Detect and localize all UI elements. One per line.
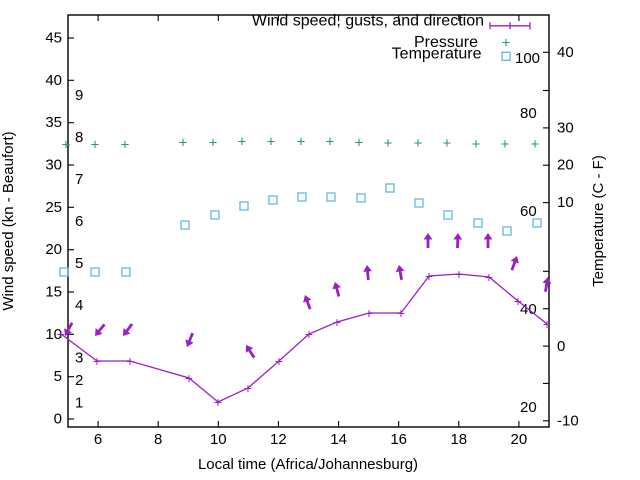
svg-text:Wind speed (kn - Beaufort): Wind speed (kn - Beaufort) (0, 131, 17, 310)
svg-text:1: 1 (75, 395, 83, 412)
svg-text:20: 20 (557, 157, 574, 174)
svg-text:+: + (326, 134, 335, 151)
svg-text:+: + (57, 326, 65, 342)
svg-text:6: 6 (75, 213, 83, 230)
svg-text:+: + (455, 266, 463, 282)
svg-text:+: + (275, 353, 283, 369)
svg-text:40: 40 (557, 44, 574, 61)
svg-text:+: + (179, 135, 188, 152)
svg-text:25: 25 (45, 199, 62, 216)
svg-text:+: + (209, 135, 218, 152)
svg-text:80: 80 (520, 105, 537, 122)
svg-text:+: + (333, 314, 341, 330)
svg-text:+: + (62, 137, 71, 154)
svg-text:14: 14 (330, 431, 347, 448)
svg-text:Temperature (C - F): Temperature (C - F) (590, 155, 607, 287)
svg-text:+: + (425, 268, 433, 284)
svg-text:Wind speed, gusts, and directi: Wind speed, gusts, and direction (252, 13, 484, 30)
svg-text:+: + (543, 316, 551, 332)
svg-text:8: 8 (154, 431, 162, 448)
svg-text:45: 45 (45, 30, 62, 47)
svg-text:0: 0 (54, 411, 62, 428)
svg-text:100: 100 (515, 50, 540, 67)
svg-text:-10: -10 (557, 412, 579, 429)
svg-text:+: + (91, 137, 100, 154)
svg-text:30: 30 (557, 119, 574, 136)
svg-text:+: + (531, 136, 540, 153)
svg-text:15: 15 (45, 284, 62, 301)
svg-text:5: 5 (75, 255, 83, 272)
svg-text:30: 30 (45, 157, 62, 174)
svg-text:Local time (Africa/Johannesbur: Local time (Africa/Johannesburg) (198, 456, 418, 473)
svg-text:18: 18 (450, 431, 467, 448)
svg-text:16: 16 (390, 431, 407, 448)
svg-text:0: 0 (557, 338, 565, 355)
svg-text:+: + (414, 135, 423, 152)
svg-text:+: + (244, 380, 252, 396)
svg-text:20: 20 (520, 399, 537, 416)
svg-text:+: + (297, 134, 306, 151)
svg-text:20: 20 (45, 241, 62, 258)
svg-text:+: + (305, 326, 313, 342)
svg-text:+: + (443, 135, 452, 152)
svg-text:6: 6 (94, 431, 102, 448)
svg-text:7: 7 (75, 171, 83, 188)
svg-text:12: 12 (270, 431, 287, 448)
svg-text:10: 10 (210, 431, 227, 448)
svg-text:Temperature: Temperature (392, 46, 482, 63)
svg-text:+: + (126, 353, 134, 369)
svg-text:+: + (238, 134, 247, 151)
svg-text:5: 5 (54, 368, 62, 385)
svg-text:+: + (502, 35, 511, 52)
svg-text:+: + (185, 370, 193, 386)
svg-text:+: + (514, 293, 522, 309)
svg-text:20: 20 (511, 431, 528, 448)
svg-text:+: + (501, 136, 510, 153)
svg-text:+: + (267, 134, 276, 151)
svg-text:60: 60 (520, 203, 537, 220)
svg-text:8: 8 (75, 129, 83, 146)
svg-text:+: + (355, 135, 364, 152)
svg-text:+: + (121, 137, 130, 154)
svg-text:+: + (472, 136, 481, 153)
svg-text:+: + (214, 394, 222, 410)
svg-text:9: 9 (75, 87, 83, 104)
svg-text:35: 35 (45, 114, 62, 131)
svg-text:4: 4 (75, 297, 83, 314)
svg-text:+: + (365, 305, 373, 321)
svg-text:2: 2 (75, 372, 83, 389)
svg-text:3: 3 (75, 350, 83, 367)
svg-text:40: 40 (45, 72, 62, 89)
svg-text:+: + (384, 135, 393, 152)
svg-text:10: 10 (557, 194, 574, 211)
svg-text:+: + (93, 353, 101, 369)
svg-text:+: + (397, 305, 405, 321)
svg-text:+: + (485, 269, 493, 285)
